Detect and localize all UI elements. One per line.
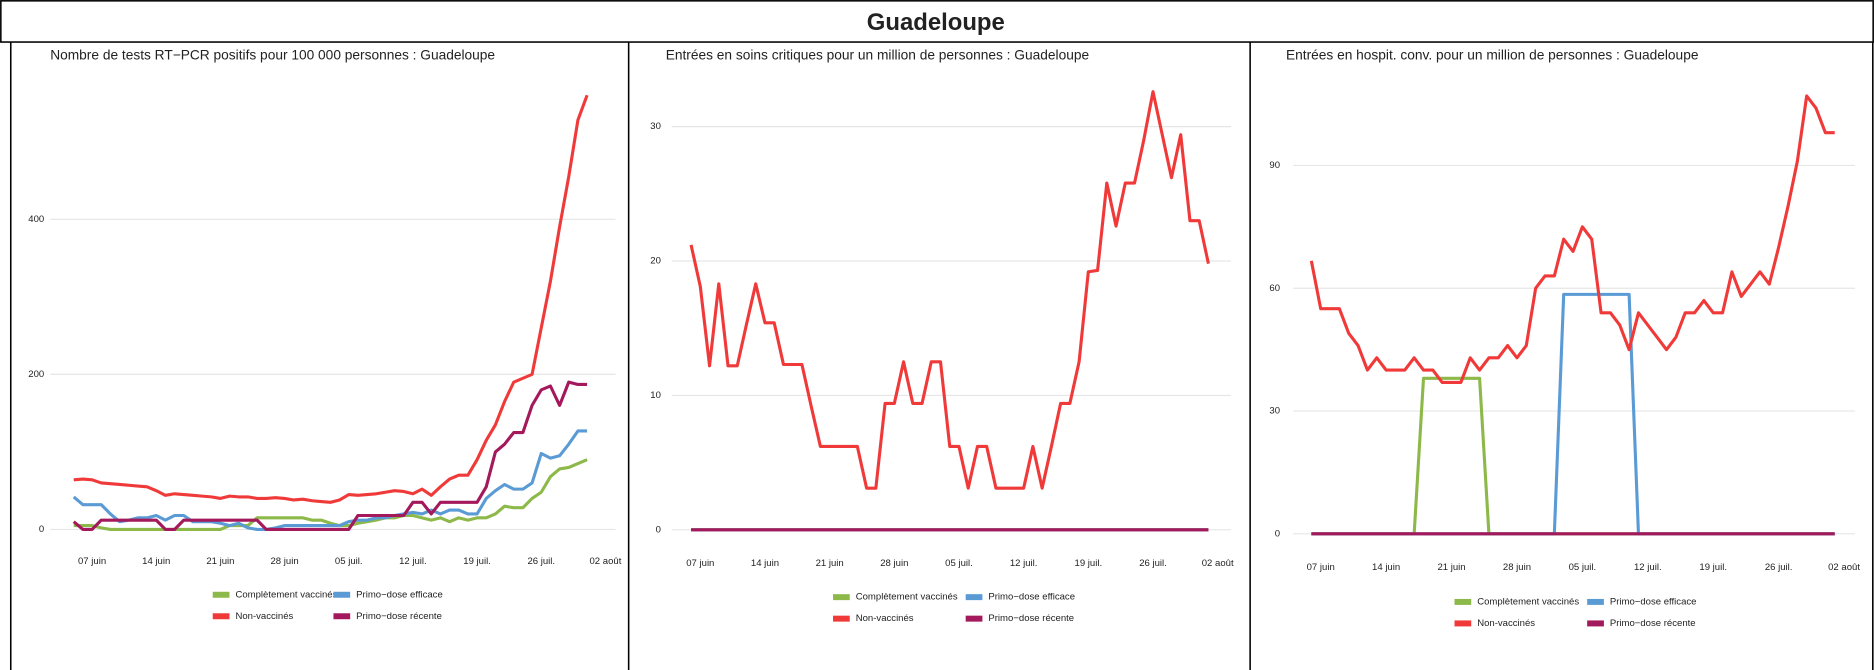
legend-swatch: [965, 594, 983, 601]
data-line: [73, 458, 588, 531]
y-tick-label: 0: [39, 524, 44, 535]
legend-swatch: [1454, 620, 1472, 627]
legend-swatch: [833, 615, 850, 622]
y-tick-label: 200: [28, 369, 44, 380]
y-tick-label: 30: [1269, 406, 1280, 417]
y-tick-label: 30: [650, 121, 661, 132]
x-tick-label: 05 juil.: [335, 556, 363, 567]
x-tick-label: 12 juil.: [399, 556, 427, 567]
legend-swatch: [1587, 598, 1604, 605]
legend-label: Primo−dose efficace: [1610, 596, 1697, 607]
x-tick-label: 26 juil.: [527, 556, 555, 567]
x-tick-label: 14 juin: [142, 556, 170, 567]
x-tick-label: 02 août: [1202, 558, 1234, 569]
y-tick-label: 0: [656, 524, 661, 535]
header-frame: [0, 0, 1874, 43]
x-tick-label: 28 juin: [1503, 562, 1531, 573]
legend-label: Primo−dose efficace: [356, 589, 443, 600]
x-tick-label: 07 juin: [78, 556, 106, 567]
legend-label: Complètement vaccinés: [1477, 596, 1579, 607]
x-tick-label: 05 juil.: [1569, 562, 1597, 573]
x-tick-label: 07 juin: [1307, 562, 1335, 573]
legend-swatch: [212, 613, 230, 620]
legend-swatch: [333, 613, 351, 620]
x-tick-label: 28 juin: [271, 556, 299, 567]
page-title: Guadeloupe: [867, 9, 1005, 36]
x-tick-label: 21 juin: [816, 558, 844, 569]
x-tick-label: 19 juil.: [1075, 558, 1103, 569]
data-line: [1311, 376, 1835, 536]
y-tick-label: 20: [650, 256, 661, 267]
legend-swatch: [965, 615, 983, 622]
y-tick-label: 60: [1269, 283, 1280, 294]
legend-label: Complètement vaccinés: [856, 592, 958, 603]
x-tick-label: 19 juil.: [463, 556, 491, 567]
x-tick-label: 26 juil.: [1765, 562, 1793, 573]
legend-swatch: [212, 591, 230, 598]
x-tick-label: 14 juin: [1372, 562, 1400, 573]
legend-swatch: [1454, 598, 1472, 605]
legend-label: Complètement vaccinés: [235, 589, 337, 600]
chart-title: Entrées en hospit. conv. pour un million…: [1286, 48, 1699, 63]
y-tick-label: 90: [1269, 160, 1280, 171]
y-tick-label: 400: [28, 214, 44, 225]
legend-label: Non-vaccinés: [856, 613, 914, 624]
x-tick-label: 21 juin: [206, 556, 234, 567]
legend-label: Primo−dose efficace: [988, 592, 1075, 603]
data-line: [73, 94, 589, 504]
x-tick-label: 12 juil.: [1634, 562, 1662, 573]
legend-label: Primo−dose récente: [356, 611, 442, 622]
legend-swatch: [1587, 620, 1604, 627]
data-line: [689, 90, 1210, 490]
data-line: [72, 380, 588, 531]
x-tick-label: 19 juil.: [1699, 562, 1727, 573]
x-tick-label: 12 juil.: [1010, 558, 1038, 569]
legend-swatch: [833, 594, 850, 601]
chart-title: Nombre de tests RT−PCR positifs pour 100…: [50, 48, 495, 63]
x-tick-label: 14 juin: [751, 558, 779, 569]
data-line: [1311, 292, 1835, 536]
x-tick-label: 02 août: [589, 556, 621, 567]
legend-label: Non-vaccinés: [235, 611, 293, 622]
x-tick-label: 28 juin: [880, 558, 908, 569]
data-line: [72, 429, 588, 531]
x-tick-label: 05 juil.: [945, 558, 973, 569]
data-line: [1309, 94, 1835, 384]
y-tick-label: 10: [650, 390, 661, 401]
legend-label: Primo−dose récente: [1610, 618, 1696, 629]
x-tick-label: 26 juil.: [1139, 558, 1167, 569]
x-tick-label: 21 juin: [1437, 562, 1465, 573]
y-tick-label: 0: [1275, 528, 1280, 539]
x-tick-label: 02 août: [1828, 562, 1860, 573]
x-tick-label: 07 juin: [686, 558, 714, 569]
chart-title: Entrées en soins critiques pour un milli…: [666, 48, 1090, 63]
legend-label: Non-vaccinés: [1477, 618, 1535, 629]
legend-label: Primo−dose récente: [988, 613, 1074, 624]
legend-swatch: [333, 591, 351, 598]
